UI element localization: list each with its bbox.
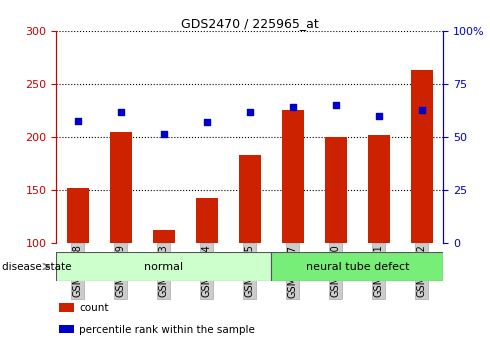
Bar bbox=[325, 137, 346, 345]
Text: disease state: disease state bbox=[2, 262, 72, 272]
Title: GDS2470 / 225965_at: GDS2470 / 225965_at bbox=[181, 17, 319, 30]
Point bbox=[117, 109, 125, 115]
Text: normal: normal bbox=[145, 262, 183, 272]
FancyBboxPatch shape bbox=[56, 252, 271, 281]
Point bbox=[160, 131, 168, 137]
Point bbox=[418, 107, 426, 112]
Bar bbox=[59, 303, 74, 312]
Bar bbox=[110, 132, 132, 345]
Point bbox=[74, 118, 82, 124]
Point bbox=[246, 109, 254, 115]
Point bbox=[203, 119, 211, 125]
Bar bbox=[67, 188, 89, 345]
Text: neural tube defect: neural tube defect bbox=[306, 262, 409, 272]
Bar bbox=[411, 70, 433, 345]
Point bbox=[332, 102, 340, 108]
Text: count: count bbox=[79, 303, 109, 313]
Bar bbox=[153, 230, 174, 345]
Point bbox=[375, 113, 383, 119]
Point bbox=[289, 105, 297, 110]
Bar bbox=[196, 198, 218, 345]
Bar bbox=[59, 325, 74, 333]
Bar bbox=[368, 135, 390, 345]
Bar bbox=[239, 155, 261, 345]
Text: percentile rank within the sample: percentile rank within the sample bbox=[79, 325, 255, 335]
Bar bbox=[282, 110, 304, 345]
FancyBboxPatch shape bbox=[271, 252, 443, 281]
